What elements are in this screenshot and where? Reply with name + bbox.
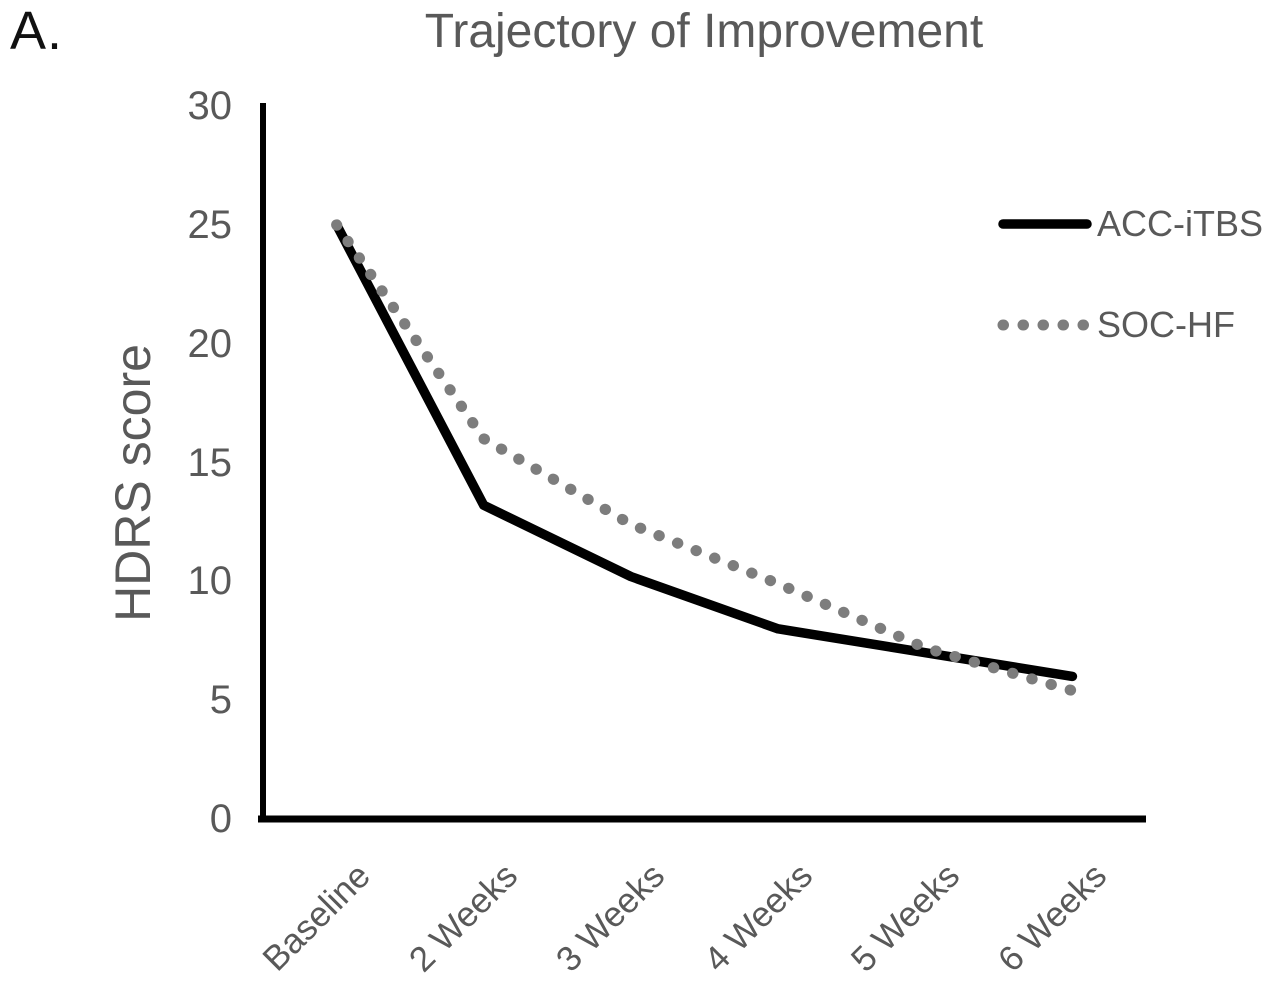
y-tick-label: 0 (209, 797, 232, 841)
panel-label: A. (10, 1, 64, 61)
legend-item-soc-hf: SOC-HF (997, 301, 1235, 349)
y-tick-label: 5 (209, 678, 232, 723)
y-tick-label: 10 (187, 559, 233, 604)
chart-title: Trajectory of Improvement (424, 5, 984, 58)
y-tick-label: 25 (187, 202, 233, 247)
legend-label: SOC-HF (1097, 304, 1235, 345)
y-tick-label: 30 (187, 84, 233, 128)
y-tick-label: 20 (187, 321, 233, 366)
legend-label: ACC-iTBS (1097, 203, 1264, 244)
legend-swatch-solid-icon (998, 219, 1092, 229)
series-line-soc-hf (331, 219, 1078, 697)
legend-swatch-dotted-icon (997, 319, 1093, 331)
legend-item-acc-itbs: ACC-iTBS (997, 200, 1263, 248)
y-tick-label: 15 (187, 440, 233, 485)
series-line-acc-itbs (331, 220, 1078, 682)
